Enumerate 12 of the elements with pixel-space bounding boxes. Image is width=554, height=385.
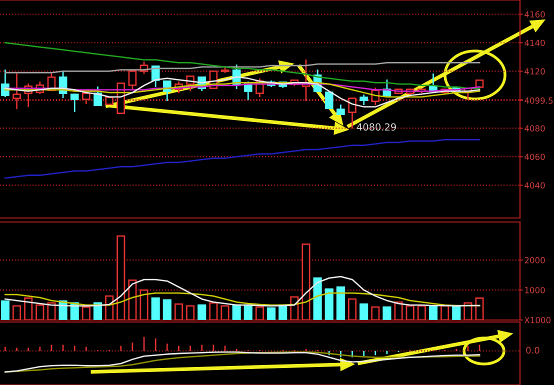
y-tick-label: X1000 <box>524 316 551 324</box>
y-tick-label: 4099.5 <box>524 97 553 104</box>
y-tick-label: 4140 <box>524 40 545 46</box>
y-tick-label: 2000 <box>524 257 545 264</box>
ref-line-label: 0.0 <box>526 346 540 354</box>
y-tick-label: 4040 <box>524 182 545 189</box>
y-tick-label: 4080 <box>524 125 545 132</box>
y-tick-label: 1000 <box>525 287 545 294</box>
y-tick-label: 4120 <box>524 68 545 75</box>
y-tick-label: 4160 <box>524 11 545 18</box>
y-tick-label: 4060 <box>524 154 545 160</box>
annotation: 4080.29 <box>356 123 396 131</box>
